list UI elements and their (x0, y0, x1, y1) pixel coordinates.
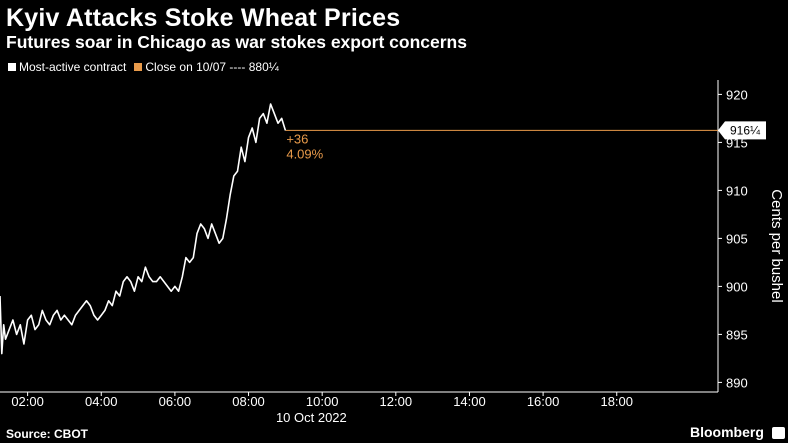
x-axis-label: 10 Oct 2022 (276, 410, 347, 425)
legend-swatch-reference (134, 63, 143, 71)
chart-subtitle: Futures soar in Chicago as war stokes ex… (6, 32, 467, 52)
change-annotation: +36 (286, 131, 308, 146)
x-tick-label: 18:00 (600, 394, 633, 409)
y-tick-label: 905 (726, 231, 748, 246)
y-tick-label: 920 (726, 87, 748, 102)
legend-label-series: Most-active contract (19, 60, 127, 74)
x-tick-label: 06:00 (159, 394, 192, 409)
legend-label-reference: Close on 10/07 ---- 880¼ (145, 60, 279, 74)
x-tick-label: 02:00 (11, 394, 44, 409)
x-tick-label: 16:00 (527, 394, 560, 409)
last-value-tag: 916¼ (718, 121, 766, 140)
y-tick-label: 890 (726, 375, 748, 390)
last-value-tag-box (718, 121, 766, 140)
y-tick-label: 910 (726, 183, 748, 198)
last-value-tag-label: 916¼ (730, 123, 761, 137)
source-note: Source: CBOT (6, 427, 89, 441)
legend-item-reference: Close on 10/07 ---- 880¼ (132, 60, 279, 74)
y-tick-label: 900 (726, 279, 748, 294)
x-tick-label: 14:00 (453, 394, 486, 409)
series-line-most-active (0, 103, 287, 355)
y-tick-label: 895 (726, 327, 748, 342)
chart-title: Kyiv Attacks Stoke Wheat Prices (6, 4, 401, 32)
legend-item-series: Most-active contract (6, 60, 126, 74)
x-tick-label: 04:00 (85, 394, 118, 409)
x-tick-label: 12:00 (380, 394, 413, 409)
x-tick-label: 08:00 (232, 394, 265, 409)
legend-swatch-series (8, 63, 16, 71)
legend: Most-active contract Close on 10/07 ----… (6, 60, 285, 74)
brand-logo: Bloomberg (690, 424, 764, 440)
change-annotation: 4.09% (286, 146, 323, 161)
brand-icon (772, 427, 785, 439)
y-axis-label: Cents per bushel (768, 189, 785, 302)
x-tick-label: 10:00 (306, 394, 339, 409)
